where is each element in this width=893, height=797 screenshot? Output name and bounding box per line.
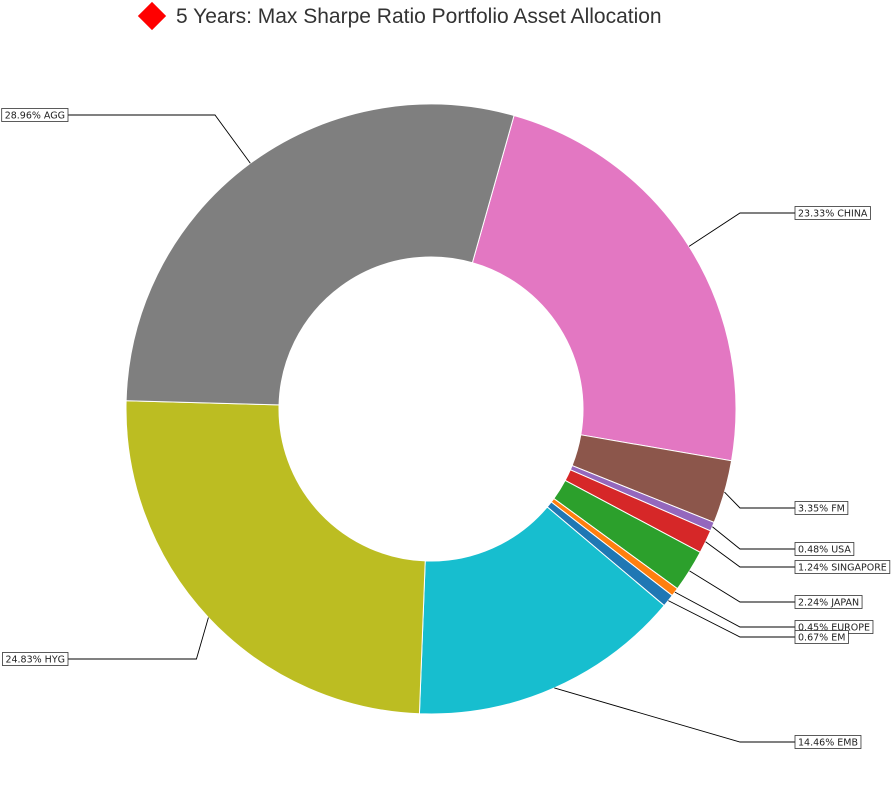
red-diamond-icon — [137, 1, 167, 31]
slice-label-box — [794, 560, 891, 574]
slice-label-box — [794, 206, 871, 220]
leader-line-hyg — [68, 617, 209, 660]
slice-label-emb: 14.46% EMB — [794, 735, 862, 749]
leader-line-agg — [68, 114, 251, 164]
slice-label-text: 2.24% JAPAN — [798, 598, 859, 609]
slice-label-box — [794, 630, 849, 644]
slice-label-text: 3.35% FM — [798, 504, 845, 515]
slice-label-text: 24.83% HYG — [5, 655, 65, 666]
slice-label-hyg: 24.83% HYG — [2, 652, 69, 666]
slice-hyg — [125, 400, 426, 715]
slice-label-text: 0.67% EM — [798, 633, 845, 644]
slice-label-box — [2, 652, 69, 666]
slice-china — [471, 114, 737, 462]
slice-label-agg: 28.96% AGG — [1, 108, 69, 122]
slice-label-japan: 2.24% JAPAN — [794, 595, 863, 609]
slice-labels: 23.33% CHINA 3.35% FM 0.48% USA 1.24% SINGA… — [1, 108, 891, 749]
leader-line-em — [668, 600, 795, 638]
slices-group — [125, 103, 737, 715]
slice-label-box — [794, 501, 849, 515]
leader-line-china — [688, 212, 795, 247]
slice-label-text: 0.48% USA — [798, 545, 851, 556]
leader-line-fm — [724, 491, 795, 509]
chart-title: 5 Years: Max Sharpe Ratio Portfolio Asse… — [137, 1, 662, 31]
slice-label-fm: 3.35% FM — [794, 501, 849, 515]
slice-label-box — [794, 595, 863, 609]
leader-line-usa — [712, 526, 795, 550]
slice-label-text: 23.33% CHINA — [798, 209, 868, 220]
slice-label-box — [794, 735, 862, 749]
slice-agg — [125, 103, 515, 406]
slice-label-text: 28.96% AGG — [5, 111, 65, 122]
leader-line-europe — [674, 591, 795, 628]
leader-line-emb — [554, 687, 795, 743]
leader-line-singapore — [705, 541, 795, 568]
slice-label-text: 14.46% EMB — [798, 738, 858, 749]
chart-title-text: 5 Years: Max Sharpe Ratio Portfolio Asse… — [176, 5, 662, 28]
slice-label-text: 1.24% SINGAPORE — [798, 563, 887, 574]
slice-label-usa: 0.48% USA — [794, 542, 855, 556]
slice-label-text: 0.45% EUROPE — [798, 623, 870, 634]
slice-label-box — [794, 542, 855, 556]
slice-label-box — [1, 108, 69, 122]
leader-line-japan — [689, 570, 795, 603]
slice-label-singapore: 1.24% SINGAPORE — [794, 560, 891, 574]
slice-label-china: 23.33% CHINA — [794, 206, 871, 220]
slice-label-em: 0.67% EM — [794, 630, 849, 644]
leader-lines — [68, 114, 795, 743]
slice-emb — [418, 506, 665, 715]
